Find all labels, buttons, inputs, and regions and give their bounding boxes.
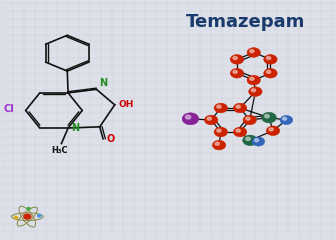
- Circle shape: [246, 137, 250, 141]
- Circle shape: [250, 77, 254, 80]
- Circle shape: [234, 103, 247, 113]
- Circle shape: [246, 117, 250, 120]
- Circle shape: [234, 127, 247, 137]
- Circle shape: [233, 70, 237, 73]
- Text: OH: OH: [119, 100, 134, 109]
- Text: Temazepam: Temazepam: [186, 13, 305, 31]
- Circle shape: [266, 70, 271, 73]
- Circle shape: [250, 50, 254, 53]
- Circle shape: [204, 115, 218, 125]
- Text: H₃C: H₃C: [51, 146, 68, 155]
- Circle shape: [255, 139, 259, 142]
- Circle shape: [230, 68, 244, 78]
- Circle shape: [265, 114, 269, 118]
- Circle shape: [233, 57, 237, 60]
- Circle shape: [236, 105, 240, 108]
- Circle shape: [23, 214, 31, 220]
- Circle shape: [243, 135, 257, 146]
- Circle shape: [280, 115, 293, 125]
- Circle shape: [230, 55, 244, 64]
- Circle shape: [217, 105, 221, 108]
- Circle shape: [27, 207, 30, 210]
- Circle shape: [266, 126, 280, 136]
- Circle shape: [252, 137, 265, 146]
- Circle shape: [262, 112, 277, 123]
- Circle shape: [269, 128, 273, 131]
- Circle shape: [264, 68, 277, 78]
- Circle shape: [247, 75, 260, 85]
- Circle shape: [249, 87, 262, 96]
- Circle shape: [185, 115, 191, 119]
- Circle shape: [215, 142, 219, 145]
- Circle shape: [243, 115, 256, 125]
- Circle shape: [214, 103, 227, 113]
- Circle shape: [283, 117, 287, 120]
- Text: Cl: Cl: [3, 104, 14, 114]
- Circle shape: [217, 129, 221, 132]
- Circle shape: [14, 216, 17, 219]
- Text: O: O: [106, 134, 114, 144]
- Circle shape: [182, 113, 199, 125]
- Circle shape: [264, 55, 277, 64]
- Circle shape: [38, 215, 41, 217]
- Circle shape: [214, 127, 227, 137]
- Circle shape: [212, 140, 226, 150]
- Circle shape: [251, 89, 256, 92]
- Text: N: N: [71, 123, 79, 132]
- Circle shape: [247, 48, 260, 57]
- Circle shape: [236, 129, 240, 132]
- Text: N: N: [99, 78, 107, 88]
- Circle shape: [266, 57, 271, 60]
- Circle shape: [207, 117, 211, 120]
